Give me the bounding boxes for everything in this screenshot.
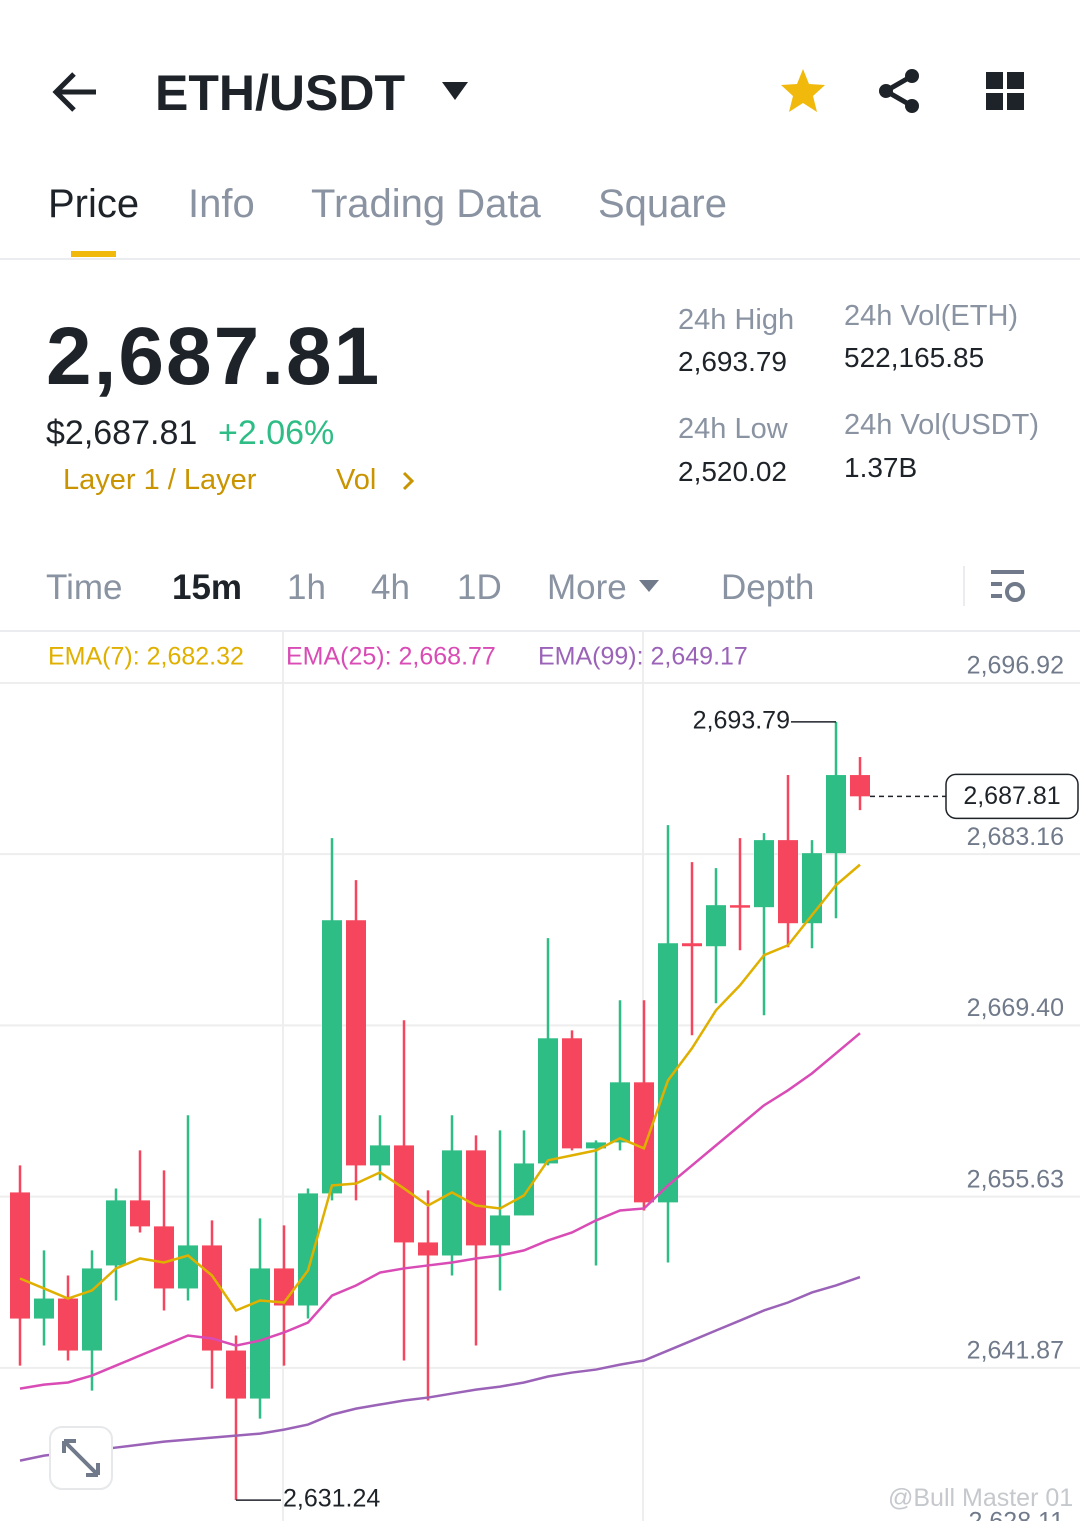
candle-body <box>10 1192 30 1319</box>
back-button[interactable] <box>50 70 100 114</box>
candle-body <box>538 1038 558 1164</box>
share-button[interactable] <box>874 66 924 116</box>
pair-title[interactable]: ETH/USDT <box>155 65 405 121</box>
candle-body <box>730 905 750 908</box>
chevron <box>402 471 415 491</box>
ema-line <box>19 1032 861 1390</box>
y-tick-label: 2,696.92 <box>967 652 1064 680</box>
interval: Time <box>46 568 123 607</box>
y-tick-label: 2,683.16 <box>967 823 1064 851</box>
stat-value: 522,165.85 <box>844 342 985 373</box>
candle-body <box>778 840 798 924</box>
more-dropdown[interactable] <box>637 578 661 594</box>
ema-legend: EMA(7): 2,682.32 <box>48 643 244 671</box>
candle-body <box>394 1145 414 1243</box>
candle-body <box>370 1145 390 1166</box>
interval[interactable]: 1D <box>457 568 502 607</box>
candle-body <box>514 1163 534 1216</box>
interval[interactable]: More <box>547 568 627 607</box>
candle-body <box>202 1245 222 1351</box>
interval[interactable]: 4h <box>371 568 410 607</box>
candlestick-chart: 2,696.92 2,683.16 2,669.40 2,655.63 2,641.87… <box>0 632 1080 1521</box>
candle-body <box>826 775 846 854</box>
stat-label: 24h Vol(ETH) <box>844 300 1019 332</box>
separator <box>963 566 965 606</box>
last-price-box <box>945 773 1079 820</box>
candle-body <box>106 1200 126 1266</box>
candle-body <box>802 853 822 924</box>
candle-body <box>322 920 342 1194</box>
candle-body <box>58 1298 78 1351</box>
candle-body <box>34 1298 54 1319</box>
candle-body <box>418 1242 438 1256</box>
chart-settings[interactable] <box>988 566 1030 608</box>
y-tick-label: 2,655.63 <box>967 1165 1064 1193</box>
tab[interactable]: Square <box>598 182 727 226</box>
candle-body <box>226 1350 246 1399</box>
pair-dropdown[interactable] <box>440 80 470 102</box>
candle-body <box>754 840 774 908</box>
interval[interactable]: Depth <box>721 568 815 607</box>
vol-tag[interactable]: Vol <box>336 464 377 496</box>
high-label: 2,693.79 <box>693 707 790 735</box>
candle-body <box>658 943 678 1203</box>
candle-body <box>490 1215 510 1246</box>
candle-body <box>586 1142 606 1149</box>
y-tick-label: 2,628.11 <box>969 1508 1064 1521</box>
stat-label: 24h High <box>678 304 795 336</box>
candle-body <box>634 1082 654 1203</box>
candle-body <box>562 1038 582 1149</box>
sector-tag[interactable]: Layer 1 / Layer <box>63 464 257 496</box>
ema-legend: EMA(99): 2,649.17 <box>538 643 748 671</box>
candle-body <box>274 1268 294 1306</box>
ema-line <box>19 1275 861 1462</box>
candle-body <box>178 1245 198 1289</box>
candle-body <box>466 1150 486 1246</box>
divider <box>0 258 1080 260</box>
low-label: 2,631.24 <box>283 1485 380 1513</box>
price-usd: $2,687.81 <box>46 414 198 452</box>
favorite-star[interactable] <box>778 66 828 116</box>
interval[interactable]: 1h <box>287 568 326 607</box>
layout-button[interactable] <box>984 70 1028 114</box>
candle-body <box>682 943 702 947</box>
y-tick-label: 2,669.40 <box>967 994 1064 1022</box>
last-price: 2,687.81 <box>46 311 382 402</box>
divider <box>0 630 1080 632</box>
stat-label: 24h Vol(USDT) <box>844 409 1040 441</box>
candle-body <box>154 1226 174 1289</box>
ema-legend: EMA(25): 2,668.77 <box>286 643 496 671</box>
stat-value: 2,520.02 <box>678 456 787 487</box>
y-tick-label: 2,641.87 <box>967 1336 1064 1364</box>
candle-body <box>346 920 366 1166</box>
ema-line <box>19 863 861 1313</box>
active-tab-indicator <box>71 251 116 257</box>
stat-label: 24h Low <box>678 413 788 445</box>
stat-value: 2,693.79 <box>678 346 787 377</box>
watermark: @Bull Master 01 <box>888 1484 1074 1512</box>
tab[interactable]: Price <box>48 182 140 226</box>
candle-body <box>706 905 726 947</box>
candle-body <box>442 1150 462 1256</box>
stat-value: 1.37B <box>844 452 918 483</box>
tab[interactable]: Info <box>188 182 255 226</box>
candle-body <box>850 775 870 797</box>
candle-body <box>610 1082 630 1143</box>
price-change: +2.06% <box>218 414 335 452</box>
candle-body <box>250 1268 270 1399</box>
candle-body <box>130 1200 150 1227</box>
tab[interactable]: Trading Data <box>311 182 541 226</box>
last-price-label: 2,687.81 <box>963 782 1060 810</box>
candle-body <box>82 1268 102 1351</box>
interval[interactable]: 15m <box>172 568 243 607</box>
fullscreen-button[interactable] <box>48 1425 114 1491</box>
